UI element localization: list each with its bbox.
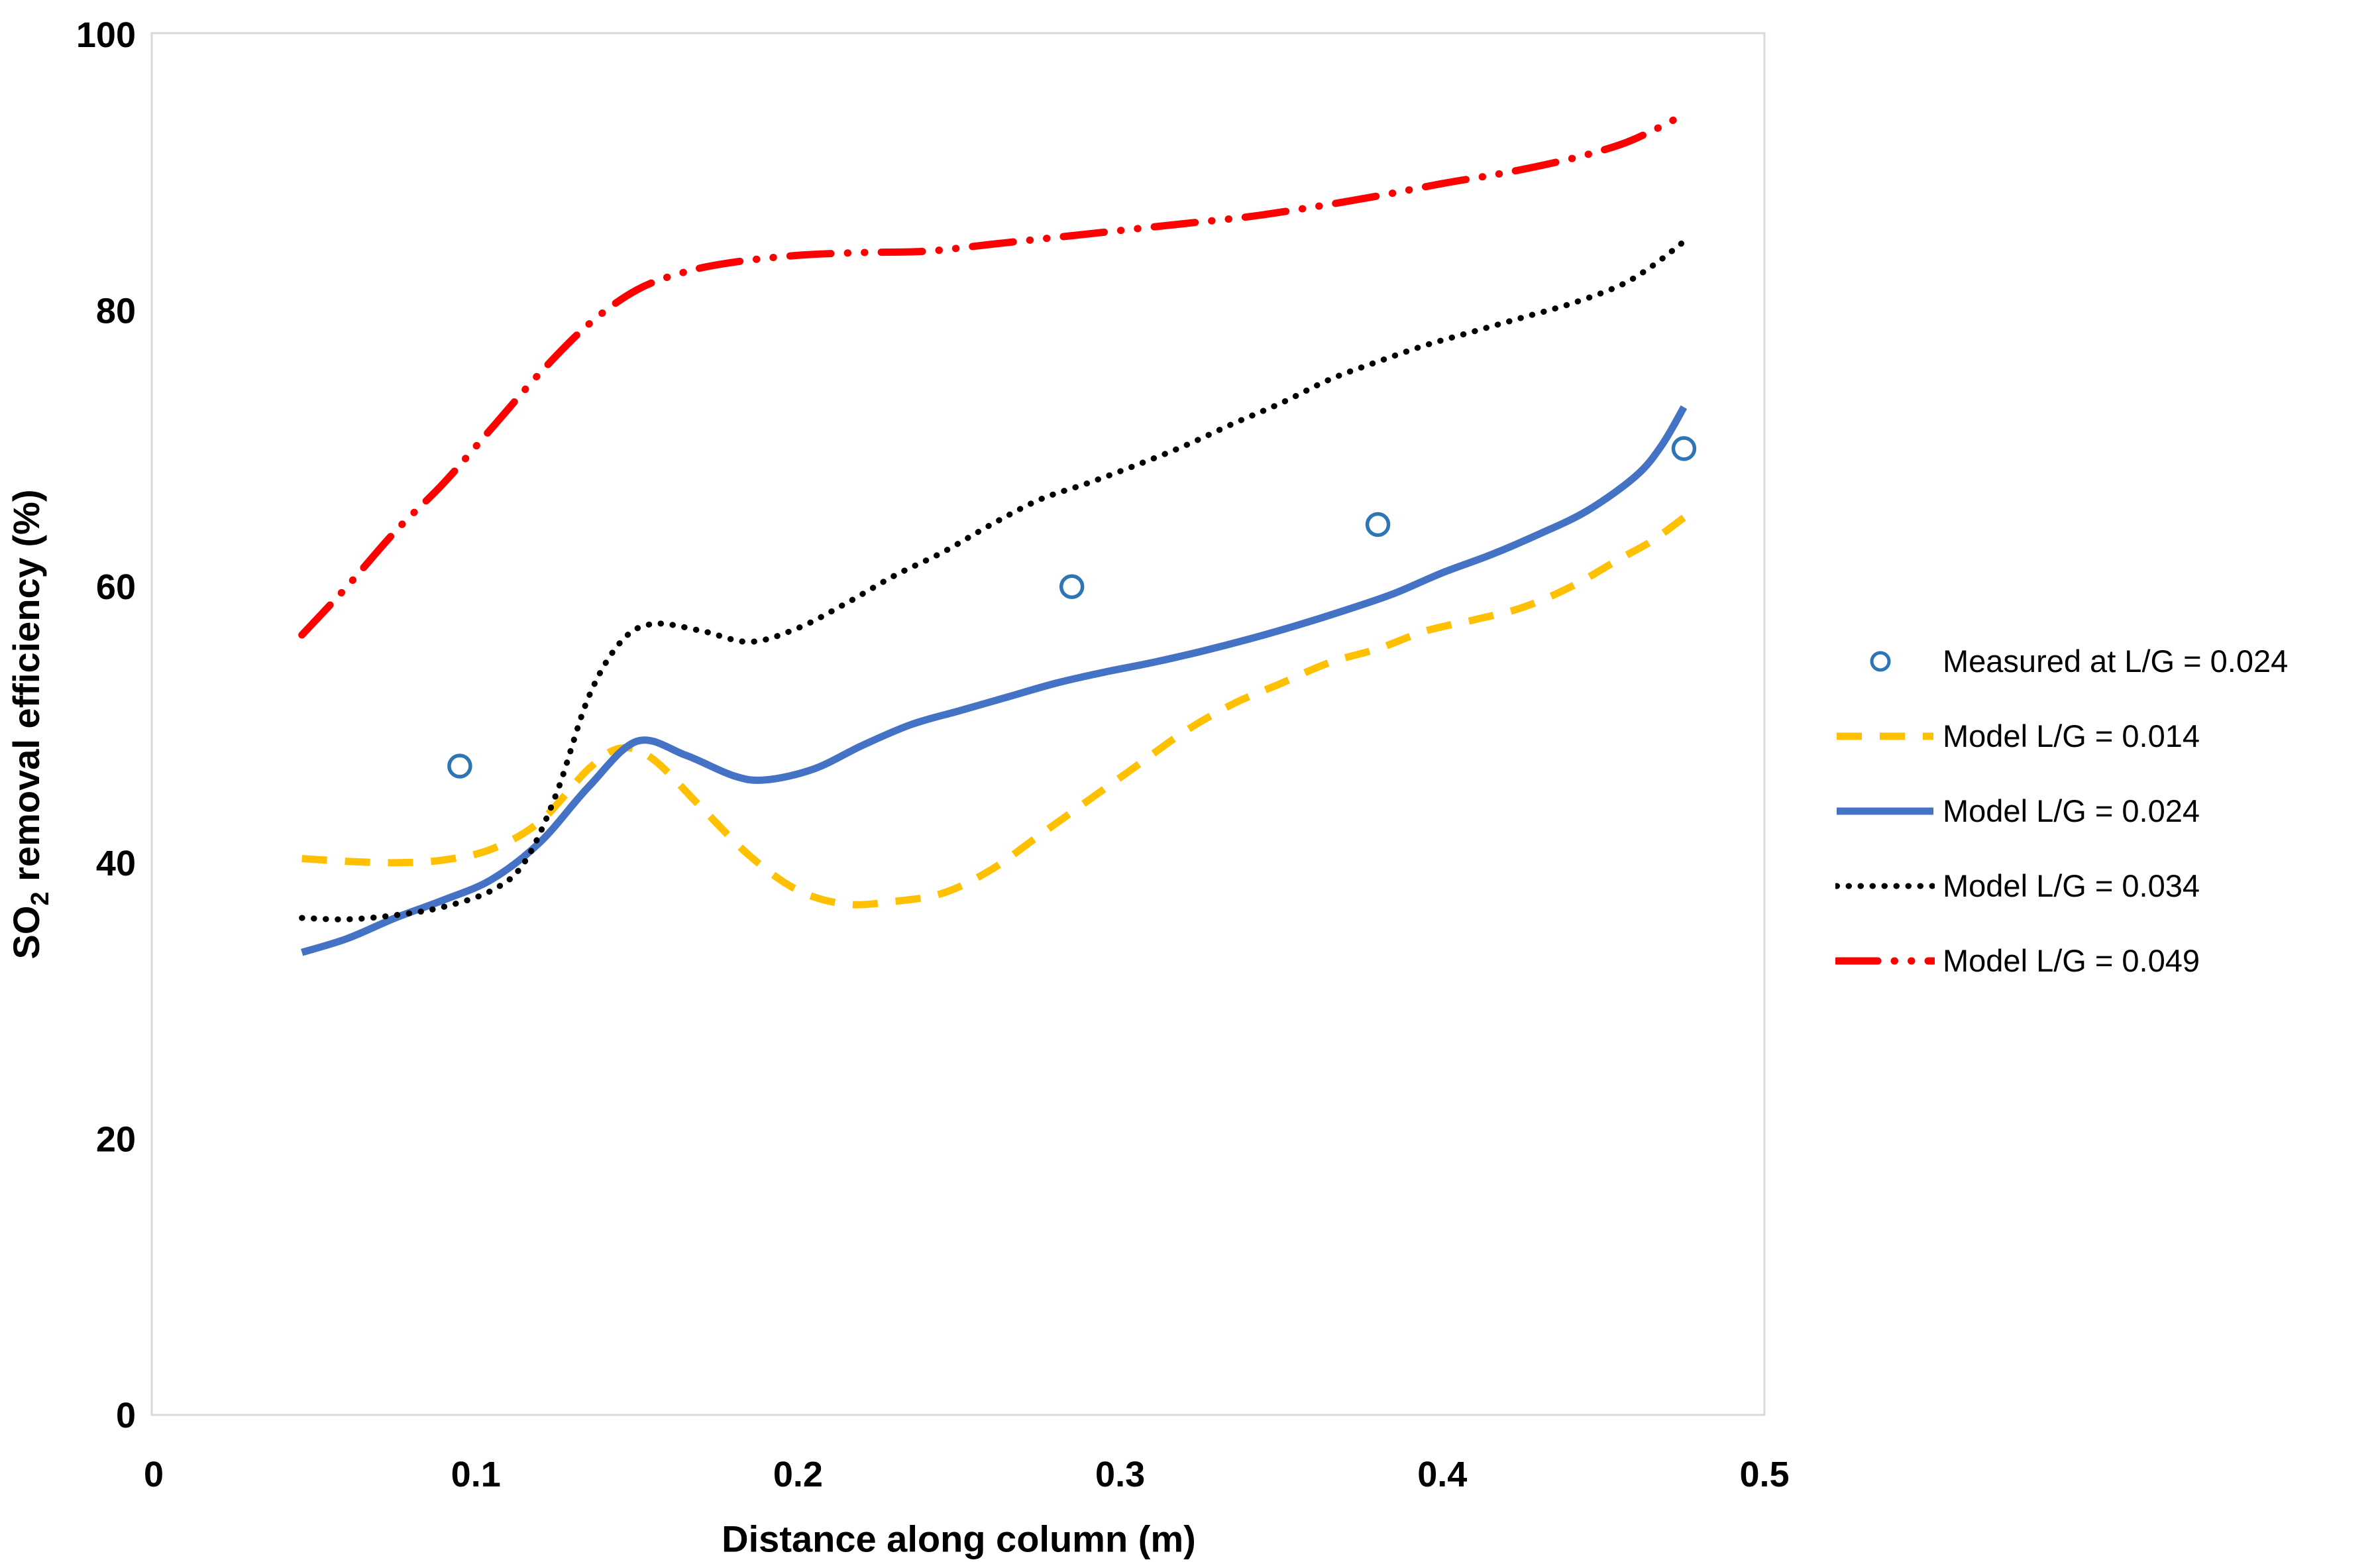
legend-line-marker <box>1837 807 1933 814</box>
legend-label: Model L/G = 0.014 <box>1943 718 2200 753</box>
legend-item: Model L/G = 0.024 <box>1835 781 2288 841</box>
legend-label: Model L/G = 0.034 <box>1943 868 2200 903</box>
series-line-model-l-g-0-049 <box>298 111 1688 639</box>
legend-line-marker <box>1835 957 1935 964</box>
x-tick-label: 0.3 <box>1095 1455 1145 1494</box>
legend: Measured at L/G = 0.024 Model L/G = 0.014… <box>1835 631 2288 991</box>
series-line-model-l-g-0-014 <box>301 514 1686 909</box>
legend-item: Model L/G = 0.014 <box>1835 706 2288 766</box>
x-tick-label: 0.2 <box>773 1455 823 1494</box>
legend-line-marker <box>1837 732 1933 740</box>
legend-circle-marker <box>1870 651 1891 671</box>
series-line-model-l-g-0-034 <box>299 238 1687 922</box>
data-point-measured-at-l-g-0-024 <box>1671 436 1697 461</box>
y-tick-label: 80 <box>96 292 136 331</box>
x-tick-label: 0.1 <box>451 1455 501 1494</box>
x-tick-label: 0.4 <box>1417 1455 1467 1494</box>
y-tick-label: 60 <box>96 567 136 607</box>
y-axis-title: SO2 removal efficiency (%) <box>5 489 54 960</box>
y-tick-label: 40 <box>96 844 136 883</box>
data-point-measured-at-l-g-0-024 <box>447 753 472 779</box>
legend-label: Measured at L/G = 0.024 <box>1943 643 2289 679</box>
x-tick-label: 0.5 <box>1739 1455 1789 1494</box>
y-tick-label: 20 <box>96 1119 136 1159</box>
data-point-measured-at-l-g-0-024 <box>1059 574 1085 599</box>
legend-label: Model L/G = 0.049 <box>1943 943 2200 978</box>
legend-label: Model L/G = 0.024 <box>1943 793 2200 828</box>
legend-item: Measured at L/G = 0.024 <box>1835 631 2288 691</box>
data-point-measured-at-l-g-0-024 <box>1365 512 1391 537</box>
x-axis-title: Distance along column (m) <box>722 1518 1196 1560</box>
plot-frame <box>150 32 1766 1416</box>
series-line-model-l-g-0-024 <box>301 405 1688 956</box>
legend-item: Model L/G = 0.034 <box>1835 856 2288 916</box>
legend-item: Model L/G = 0.049 <box>1835 930 2288 991</box>
x-tick-label: 0 <box>144 1455 164 1494</box>
y-tick-label: 100 <box>76 15 136 55</box>
y-tick-label: 0 <box>116 1396 136 1435</box>
legend-line-marker <box>1835 883 1935 889</box>
